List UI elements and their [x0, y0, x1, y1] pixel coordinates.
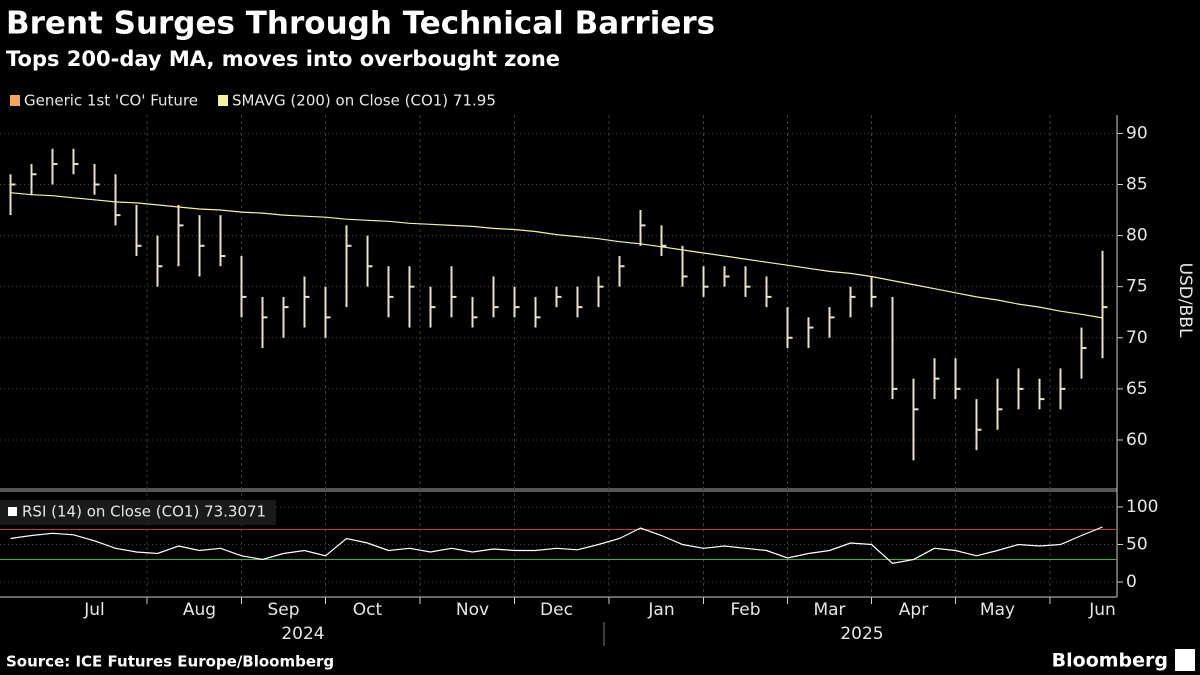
y-tick-label: 80	[1126, 226, 1148, 246]
chart-subtitle: Tops 200-day MA, moves into overbought z…	[6, 47, 560, 71]
x-tick-label: Jun	[1088, 600, 1116, 620]
y-tick-label: 75	[1126, 277, 1148, 297]
legend-swatch	[218, 95, 229, 106]
x-tick-label: Oct	[353, 600, 383, 620]
brand: Bloomberg	[1052, 650, 1168, 672]
y-tick-label: 70	[1126, 328, 1148, 348]
legend-swatch	[8, 507, 17, 516]
x-tick-label: Nov	[456, 600, 489, 620]
x-tick-label: Sep	[267, 600, 299, 620]
legend-swatch	[10, 95, 20, 106]
year-label: 2025	[840, 624, 883, 644]
line-series	[10, 526, 1103, 564]
y-tick-label: 60	[1126, 430, 1148, 450]
x-tick-label: Aug	[183, 600, 216, 620]
year-label: 2024	[281, 624, 324, 644]
x-tick-label: Jul	[83, 600, 105, 620]
y-tick-label: 50	[1126, 535, 1148, 555]
y-tick-label: 90	[1126, 123, 1148, 143]
y-tick-label: 65	[1126, 379, 1148, 399]
legend-label: Generic 1st 'CO' Future	[24, 92, 198, 110]
legend-bg	[0, 500, 277, 525]
line-series	[10, 192, 1103, 319]
x-tick-label: Mar	[813, 600, 845, 620]
y-tick-label: 100	[1126, 497, 1158, 517]
x-tick-label: Apr	[899, 600, 928, 620]
x-tick-label: Dec	[540, 600, 573, 620]
y-axis-label: USD/BBL	[1175, 263, 1195, 338]
brand-icon	[1175, 649, 1195, 671]
x-tick-label: Feb	[730, 600, 760, 620]
x-tick-label: May	[980, 600, 1015, 620]
legend-label: SMAVG (200) on Close (CO1) 71.95	[232, 92, 496, 110]
legend-label: RSI (14) on Close (CO1) 73.3071	[22, 503, 266, 521]
x-tick-label: Jan	[647, 600, 674, 620]
source: Source: ICE Futures Europe/Bloomberg	[6, 653, 334, 671]
y-tick-label: 0	[1126, 572, 1137, 592]
y-tick-label: 85	[1126, 174, 1148, 194]
chart-title: Brent Surges Through Technical Barriers	[6, 6, 715, 42]
